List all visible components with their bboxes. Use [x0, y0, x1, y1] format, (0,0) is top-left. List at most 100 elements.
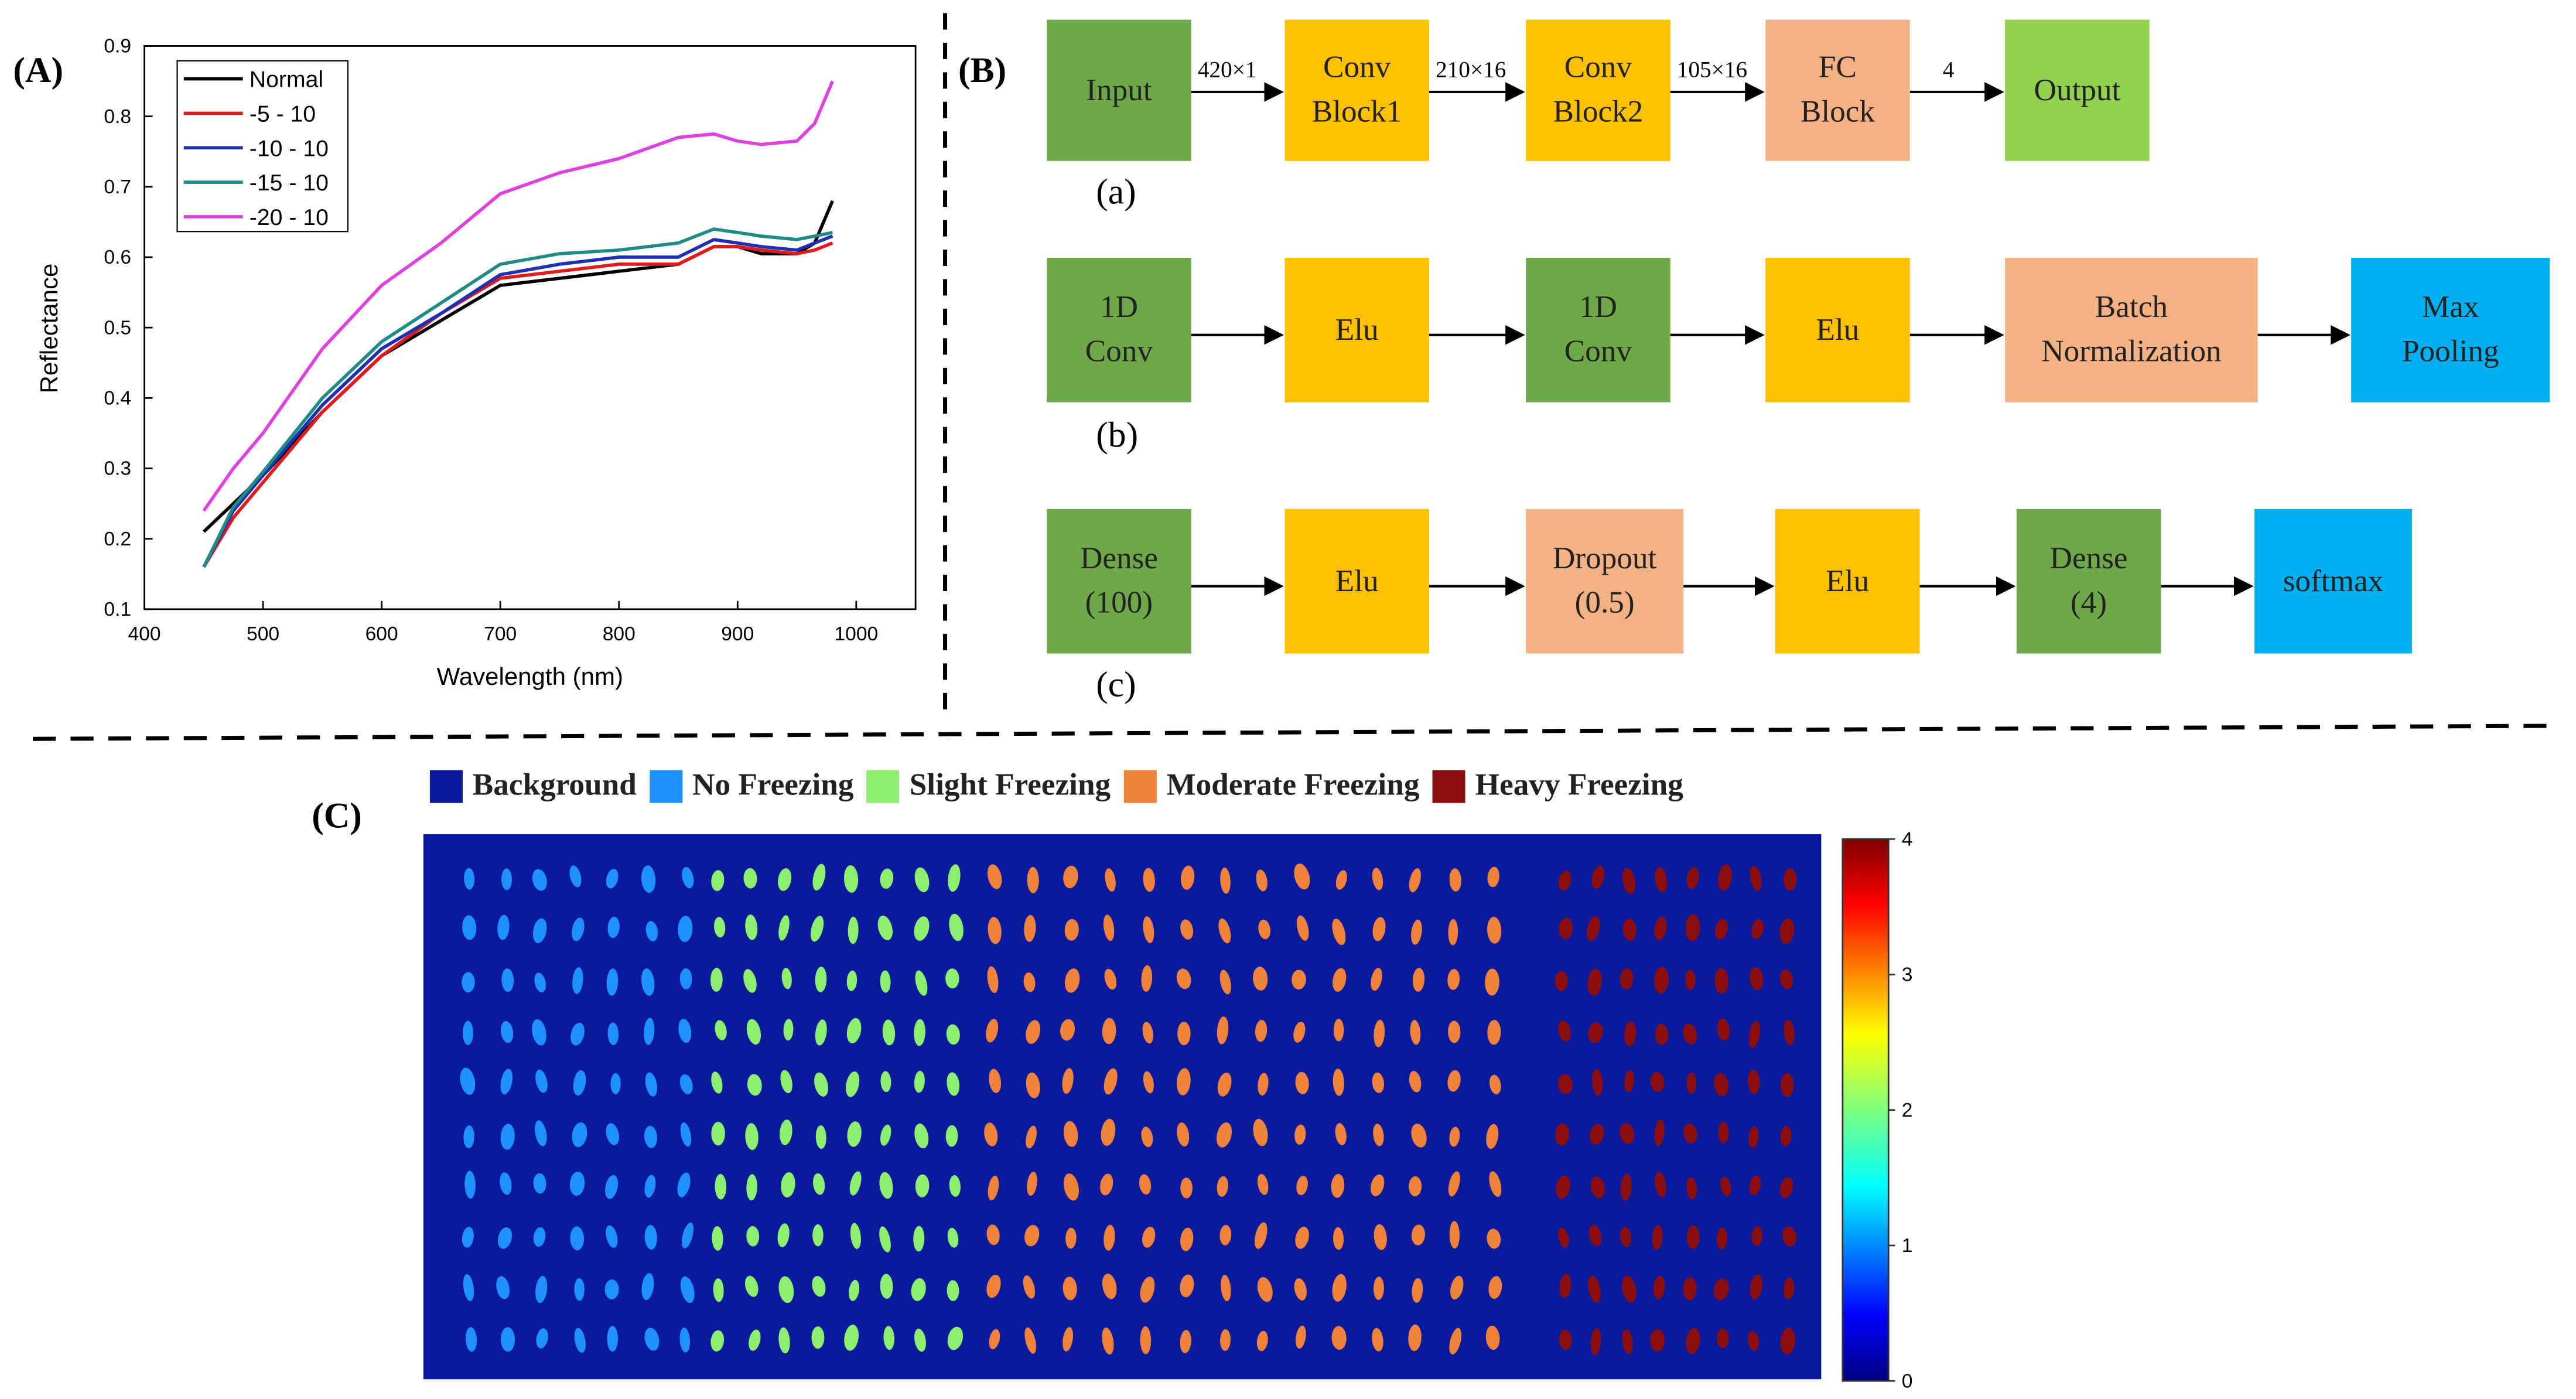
- seed-class-3: [1449, 1221, 1460, 1249]
- seed-class-2: [845, 1071, 860, 1097]
- seed-class-2: [778, 1276, 794, 1304]
- seed-class-4: [1653, 1275, 1665, 1299]
- seed-class-3: [1449, 868, 1461, 892]
- seed-class-2: [883, 1326, 895, 1350]
- seed-class-2: [945, 1125, 958, 1147]
- seed-class-4: [1750, 967, 1764, 990]
- seed-class-4: [1621, 1173, 1632, 1201]
- panel-a-label: (A): [13, 49, 63, 91]
- seed-class-1: [497, 915, 510, 940]
- diagram-c-sublabel: (c): [1096, 663, 1136, 705]
- seed-class-2: [847, 1121, 862, 1147]
- seed-class-3: [1177, 1122, 1190, 1147]
- seed-class-1: [497, 1227, 512, 1249]
- seed-class-3: [1253, 1118, 1268, 1147]
- legend-swatch-heavy-freezing: [1432, 770, 1465, 803]
- seed-class-4: [1683, 1277, 1697, 1301]
- seed-class-3: [1487, 1229, 1501, 1249]
- seed-class-3: [1487, 1019, 1501, 1045]
- seed-class-4: [1713, 1278, 1729, 1301]
- seed-class-1: [533, 1227, 546, 1247]
- seed-class-1: [572, 967, 583, 994]
- seed-class-3: [1221, 1274, 1231, 1302]
- diagram-c-box-2: Dropout (0.5): [1526, 509, 1684, 654]
- diagram-b-box-5: Max Pooling: [2351, 258, 2550, 402]
- seed-class-4: [1650, 1329, 1665, 1352]
- seed-class-1: [464, 1171, 476, 1199]
- seed-class-1: [501, 968, 514, 992]
- diagram-b-box-0: 1D Conv: [1047, 258, 1191, 402]
- seed-class-4: [1590, 1176, 1605, 1199]
- seed-class-1: [644, 1125, 658, 1148]
- legend-label: -20 - 10: [250, 204, 329, 230]
- seed-class-1: [680, 1276, 695, 1304]
- seed-class-2: [710, 967, 723, 992]
- seed-class-4: [1749, 1175, 1761, 1196]
- seed-class-3: [987, 966, 999, 993]
- seed-class-3: [1448, 1021, 1461, 1043]
- seed-class-3: [1023, 972, 1036, 992]
- seed-class-4: [1624, 1021, 1637, 1046]
- seed-class-3: [1372, 868, 1383, 890]
- seed-class-4: [1780, 1073, 1794, 1097]
- seed-class-4: [1784, 868, 1797, 891]
- seed-class-1: [534, 973, 546, 992]
- seed-class-4: [1683, 1023, 1697, 1045]
- diagram-b-sublabel: (b): [1096, 414, 1139, 455]
- arrow-label-3: 4: [1942, 59, 1955, 84]
- y-axis-label: Reflectance: [35, 264, 63, 394]
- seed-class-1: [570, 1022, 585, 1046]
- seed-class-1: [679, 968, 692, 989]
- seed-class-1: [641, 1272, 654, 1301]
- seed-class-4: [1622, 1275, 1637, 1303]
- seed-class-1: [573, 1070, 586, 1096]
- horizontal-separator: [33, 724, 2560, 741]
- x-axis-ticks: 400 500 600 700 800 900 1000: [128, 600, 878, 645]
- colorbar-ticks: 0 1 2 3 4: [1888, 829, 1912, 1392]
- y-tick-label: 0.7: [104, 176, 131, 198]
- colorbar-tick-label: 4: [1902, 829, 1913, 850]
- classification-map: [423, 834, 1822, 1380]
- seed-class-1: [535, 1120, 547, 1147]
- seed-class-4: [1779, 918, 1795, 944]
- seed-class-1: [606, 1123, 620, 1145]
- seed-class-1: [500, 1124, 515, 1150]
- seed-class-3: [989, 1069, 1002, 1093]
- seed-class-4: [1558, 1020, 1571, 1042]
- seed-class-3: [1065, 1227, 1077, 1249]
- diagram-a-box-3: FC Block: [1765, 19, 1910, 161]
- seed-class-3: [1331, 1326, 1347, 1350]
- seed-class-3: [1103, 1224, 1115, 1251]
- legend-label-slight-freezing: Slight Freezing: [909, 768, 1111, 803]
- seed-class-3: [1408, 1324, 1422, 1352]
- seed-class-3: [989, 1329, 1000, 1350]
- seed-class-1: [644, 1018, 655, 1045]
- seed-class-1: [532, 918, 547, 943]
- seed-class-2: [780, 1070, 792, 1094]
- panel-b-label: (B): [958, 49, 1007, 91]
- diagram-a-box-1: Conv Block1: [1284, 19, 1429, 161]
- seed-class-3: [1447, 968, 1460, 990]
- seed-class-2: [848, 916, 859, 944]
- seed-class-1: [500, 1172, 512, 1195]
- seed-class-3: [1102, 1273, 1117, 1299]
- seed-class-1: [464, 868, 475, 890]
- series-line-4: [202, 80, 834, 512]
- seed-class-3: [1142, 1022, 1153, 1044]
- seed-class-4: [1591, 865, 1605, 889]
- seed-class-2: [778, 1327, 790, 1354]
- seed-class-2: [812, 1224, 824, 1247]
- seed-class-3: [1410, 919, 1422, 945]
- seed-class-2: [914, 916, 930, 941]
- seed-class-4: [1748, 1021, 1761, 1049]
- seed-class-1: [677, 1172, 691, 1197]
- arrow-label-1: 210×16: [1436, 59, 1506, 84]
- seed-class-2: [880, 868, 894, 889]
- seed-class-2: [746, 1174, 757, 1201]
- seed-class-3: [1141, 965, 1153, 992]
- legend-box: [176, 60, 349, 233]
- seed-class-4: [1650, 1072, 1665, 1092]
- x-tick-label: 900: [721, 623, 754, 645]
- seed-class-1: [500, 1327, 515, 1352]
- seed-class-3: [1332, 1274, 1347, 1302]
